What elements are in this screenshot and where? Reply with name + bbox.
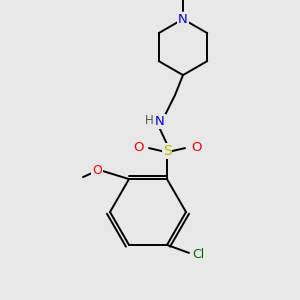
Text: H: H <box>145 114 153 127</box>
Text: O: O <box>133 141 143 154</box>
Text: O: O <box>92 164 102 177</box>
Text: Cl: Cl <box>192 248 204 261</box>
Text: N: N <box>178 13 188 26</box>
Text: N: N <box>155 115 165 128</box>
Text: O: O <box>191 141 201 154</box>
Text: S: S <box>163 144 171 158</box>
